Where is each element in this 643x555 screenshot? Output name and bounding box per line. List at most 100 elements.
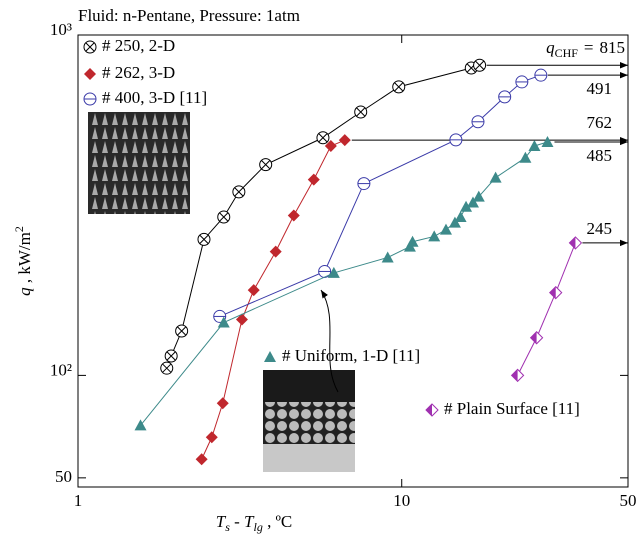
marker-cross: [85, 42, 95, 52]
legend-marker: [83, 92, 97, 106]
legend-label: # Uniform, 1-D [11]: [282, 346, 420, 365]
chf-value: 491: [587, 79, 613, 98]
marker: [259, 158, 273, 172]
chf-label: 762: [587, 113, 613, 132]
plot-frame: [77, 34, 629, 488]
y-axis-label: q , kW/m2: [12, 226, 34, 296]
marker: [541, 135, 554, 147]
chf-subscript: CHF: [555, 46, 579, 60]
marker: [134, 419, 147, 431]
chf-space: =: [584, 38, 594, 57]
marker: [498, 90, 512, 104]
marker: [232, 185, 246, 199]
x-tick-label: 10: [393, 491, 410, 510]
series: # 262, 3-D: [84, 63, 351, 466]
marker: [307, 173, 320, 186]
marker: [205, 431, 218, 444]
sem-photo-3d: [88, 112, 190, 214]
marker: [519, 151, 532, 163]
marker: [392, 80, 406, 94]
marker: [549, 285, 563, 300]
marker: [472, 190, 485, 202]
marker-cross: [261, 160, 271, 170]
chf-symbol: q: [546, 38, 555, 57]
marker-cross: [234, 187, 244, 197]
marker: [568, 236, 583, 250]
chf-label: qCHF = 815: [546, 38, 625, 60]
chf-value: 245: [587, 219, 613, 238]
marker: [235, 313, 248, 326]
marker-cross: [394, 82, 404, 92]
marker-cross: [219, 212, 229, 222]
legend-label: # 400, 3-D [11]: [102, 88, 207, 107]
series-line: [201, 139, 345, 460]
legend-label: # 262, 3-D: [102, 63, 175, 82]
marker: [316, 131, 330, 145]
chf-value: 762: [587, 113, 613, 132]
marker: [489, 171, 502, 183]
x-axis-label: Ts - Tlg , ºC: [216, 512, 292, 534]
series-line: [166, 64, 480, 369]
marker: [164, 349, 178, 363]
series-line: [517, 242, 576, 376]
marker-half: [569, 236, 576, 249]
series-line: [219, 74, 542, 317]
chf-label: 491: [587, 79, 613, 98]
legend-marker: [425, 403, 439, 417]
marker-half: [511, 369, 518, 382]
marker: [449, 133, 463, 147]
marker: [534, 68, 548, 82]
marker: [197, 232, 211, 246]
marker: [217, 316, 230, 328]
marker: [217, 210, 231, 224]
series: # Plain Surface [11]: [425, 236, 583, 418]
marker: [510, 368, 525, 383]
marker-half: [530, 331, 537, 344]
chf-label: 245: [587, 219, 613, 238]
marker: [448, 216, 461, 228]
series: # Uniform, 1-D [11]: [134, 135, 554, 431]
chf-value: 815: [600, 38, 626, 57]
marker: [160, 361, 174, 375]
marker: [247, 284, 260, 297]
y-tick-label: 10²: [50, 360, 72, 379]
legend-marker: [83, 40, 97, 54]
marker: [357, 177, 371, 191]
marker: [439, 223, 452, 235]
marker-cross: [356, 107, 366, 117]
marker: [471, 115, 485, 129]
legend-label: # 250, 2-D: [102, 36, 175, 55]
marker: [338, 134, 351, 147]
marker-cross: [166, 351, 176, 361]
marker: [195, 453, 208, 466]
series: # 400, 3-D [11]: [83, 68, 548, 323]
marker: [460, 200, 473, 212]
marker-cross: [199, 234, 209, 244]
marker-half: [426, 404, 432, 416]
marker: [406, 235, 419, 247]
marker: [428, 230, 441, 242]
chf-value: 485: [587, 146, 613, 165]
series: # 250, 2-D: [83, 36, 487, 375]
marker: [269, 245, 282, 258]
chf-label: 485: [587, 146, 613, 165]
marker-cross: [475, 60, 484, 70]
chart-title: Fluid: n-Pentane, Pressure: 1atm: [78, 6, 300, 25]
marker: [381, 251, 394, 263]
marker: [216, 397, 229, 410]
marker-cross: [162, 363, 172, 373]
marker: [287, 209, 300, 222]
legend-marker: [264, 351, 276, 362]
marker: [515, 75, 529, 89]
marker: [327, 266, 340, 278]
y-tick-label: 50: [55, 467, 72, 486]
marker-half: [549, 286, 556, 299]
marker: [466, 196, 479, 208]
marker: [528, 139, 541, 151]
marker: [454, 210, 467, 222]
marker: [354, 105, 368, 119]
x-tick-label: 50: [620, 491, 637, 510]
marker: [175, 324, 189, 338]
